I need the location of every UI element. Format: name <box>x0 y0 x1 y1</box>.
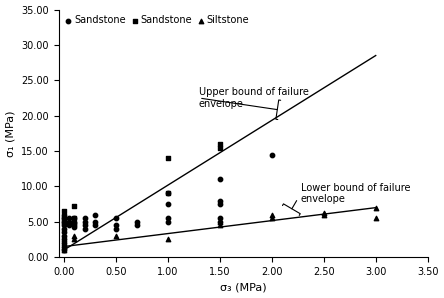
Sandstone <box>60 240 67 245</box>
Sandstone <box>60 237 67 242</box>
Sandstone <box>65 216 72 221</box>
Sandstone <box>71 223 78 228</box>
Sandstone <box>164 191 171 196</box>
Text: Lower bound of failure
envelope: Lower bound of failure envelope <box>282 183 410 215</box>
Sandstone <box>112 223 119 228</box>
Sandstone <box>60 212 67 217</box>
Sandstone <box>81 216 88 221</box>
Sandstone <box>164 219 171 224</box>
Sandstone <box>71 216 78 221</box>
Sandstone <box>71 225 78 230</box>
Siltstone <box>71 237 78 242</box>
Sandstone <box>60 248 67 252</box>
Siltstone <box>320 211 327 216</box>
Sandstone <box>112 216 119 221</box>
Sandstone <box>216 145 223 150</box>
Sandstone <box>268 152 275 157</box>
Sandstone <box>81 219 88 224</box>
Y-axis label: σ₁ (MPa): σ₁ (MPa) <box>6 110 16 157</box>
Legend: Sandstone, Sandstone, Siltstone: Sandstone, Sandstone, Siltstone <box>63 14 250 26</box>
Sandstone <box>91 223 99 228</box>
Sandstone <box>133 223 140 228</box>
Sandstone <box>112 226 119 231</box>
Sandstone <box>60 216 67 221</box>
Sandstone <box>60 230 67 235</box>
Siltstone <box>60 240 67 245</box>
Sandstone <box>71 204 78 209</box>
Sandstone <box>65 223 72 228</box>
Siltstone <box>60 244 67 249</box>
Sandstone <box>91 212 99 217</box>
Sandstone <box>81 223 88 228</box>
Text: Upper bound of failure
envelope: Upper bound of failure envelope <box>199 87 309 119</box>
Sandstone <box>216 202 223 207</box>
Sandstone <box>216 177 223 182</box>
Siltstone <box>60 237 67 242</box>
Sandstone <box>164 202 171 207</box>
Sandstone <box>71 216 78 221</box>
Sandstone <box>60 219 67 224</box>
X-axis label: σ₃ (MPa): σ₃ (MPa) <box>220 283 266 292</box>
Sandstone <box>60 219 67 224</box>
Sandstone <box>216 216 223 221</box>
Siltstone <box>372 216 379 221</box>
Siltstone <box>112 234 119 238</box>
Sandstone <box>60 209 67 214</box>
Sandstone <box>91 219 99 224</box>
Sandstone <box>71 221 78 226</box>
Siltstone <box>216 219 223 224</box>
Sandstone <box>164 216 171 221</box>
Siltstone <box>268 216 275 221</box>
Sandstone <box>164 191 171 196</box>
Sandstone <box>71 219 78 224</box>
Sandstone <box>81 226 88 231</box>
Sandstone <box>60 244 67 249</box>
Sandstone <box>216 198 223 203</box>
Sandstone <box>60 226 67 231</box>
Siltstone <box>268 212 275 217</box>
Sandstone <box>60 234 67 238</box>
Sandstone <box>216 142 223 146</box>
Sandstone <box>65 219 72 224</box>
Siltstone <box>216 223 223 228</box>
Sandstone <box>164 156 171 161</box>
Sandstone <box>216 219 223 224</box>
Siltstone <box>320 212 327 217</box>
Sandstone <box>60 223 67 228</box>
Siltstone <box>71 234 78 238</box>
Sandstone <box>133 219 140 224</box>
Siltstone <box>372 205 379 210</box>
Siltstone <box>164 237 171 242</box>
Sandstone <box>60 216 67 221</box>
Siltstone <box>60 248 67 252</box>
